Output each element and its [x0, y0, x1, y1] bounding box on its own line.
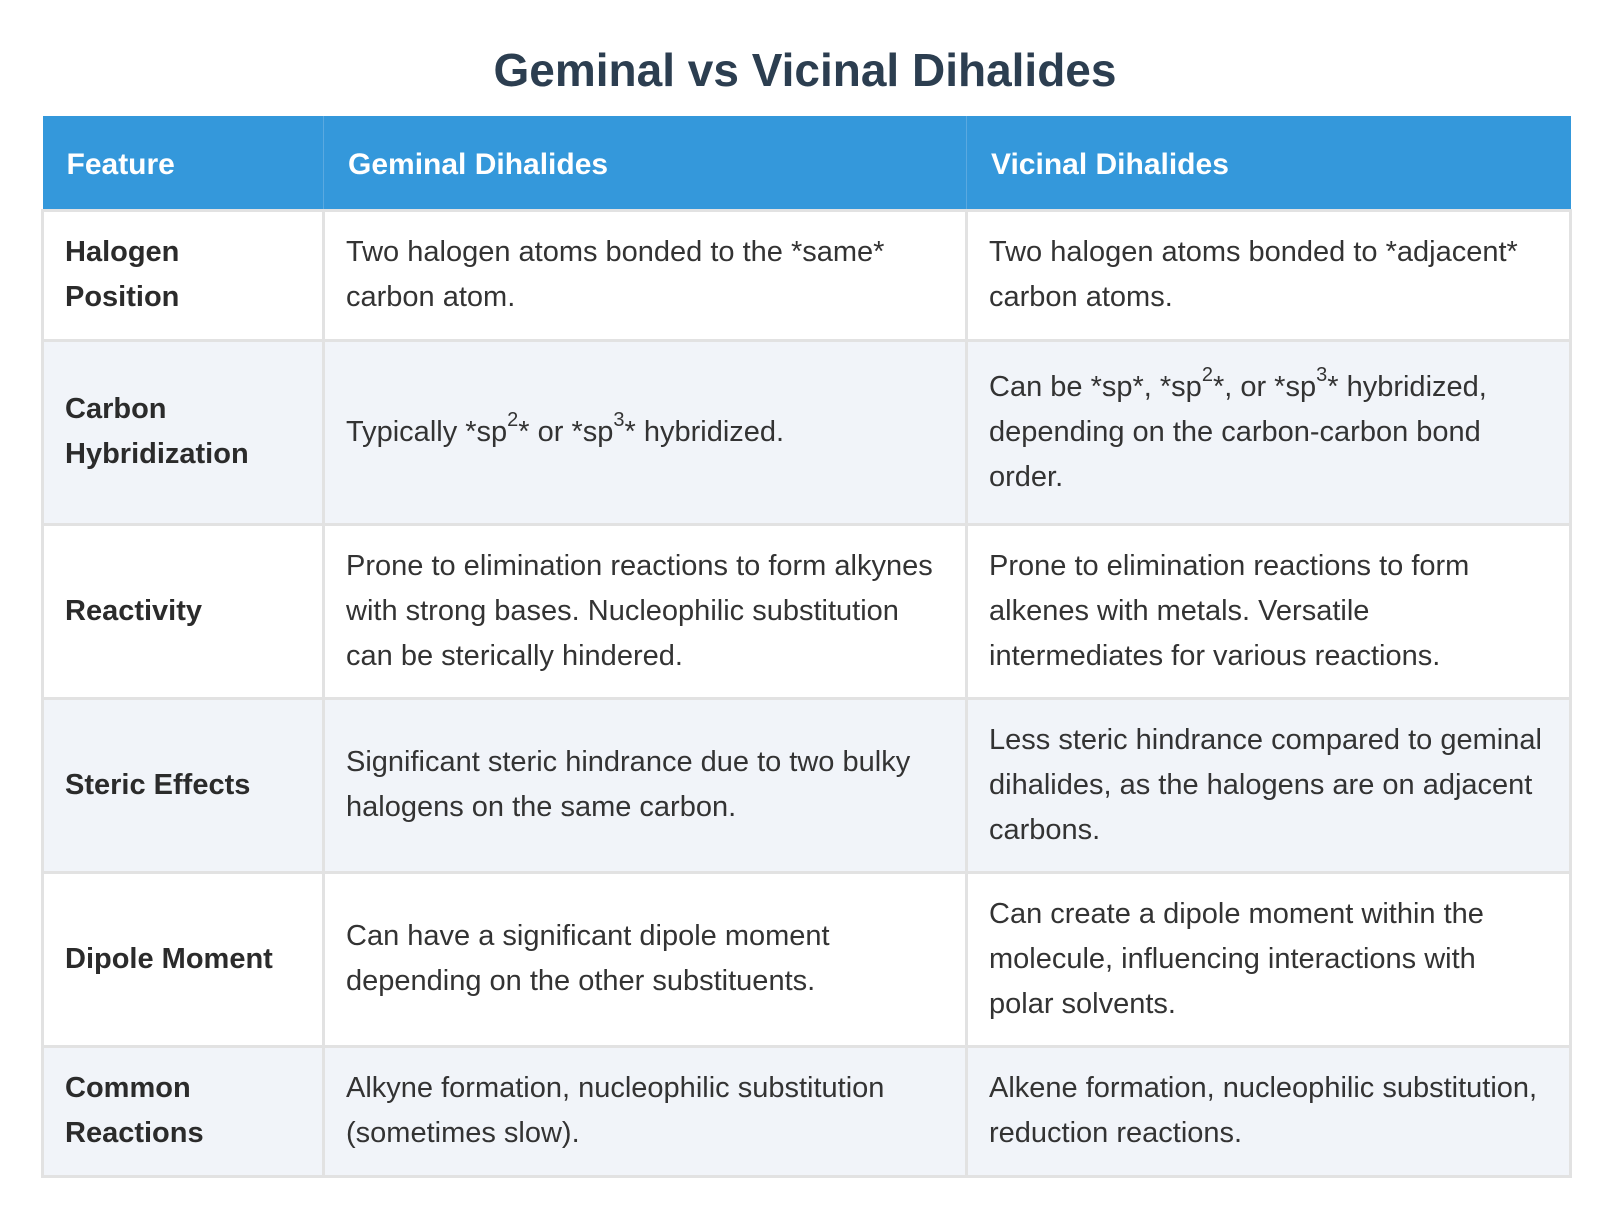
text-segment: *, or *sp [1212, 370, 1317, 403]
feature-cell: Common Reactions [41, 1044, 325, 1178]
header-feature: Feature [42, 116, 324, 210]
feature-cell: Steric Effects [41, 696, 325, 874]
text-segment: Typically *sp [346, 415, 508, 448]
vicinal-cell: Two halogen atoms bonded to *adjacent* c… [965, 208, 1572, 342]
geminal-cell: Two halogen atoms bonded to the *same* c… [322, 208, 968, 342]
table-row: Halogen Position Two halogen atoms bonde… [41, 208, 1572, 342]
geminal-cell: Significant steric hindrance due to two … [322, 696, 968, 874]
feature-cell: Dipole Moment [41, 870, 325, 1048]
superscript: 2 [1201, 363, 1213, 386]
feature-cell: Carbon Hybridization [41, 338, 325, 526]
header-row: Feature Geminal Dihalides Vicinal Dihali… [42, 116, 1571, 210]
comparison-table: Feature Geminal Dihalides Vicinal Dihali… [41, 116, 1572, 1178]
table-row: Common Reactions Alkyne formation, nucle… [41, 1044, 1572, 1178]
feature-cell: Reactivity [41, 522, 325, 700]
table-row: Carbon Hybridization Typically *sp2* or … [41, 338, 1572, 526]
table-row: Dipole Moment Can have a significant dip… [41, 870, 1572, 1048]
text-segment: * hybridized. [624, 415, 785, 448]
text-segment: * or *sp [518, 415, 614, 448]
vicinal-cell: Can create a dipole moment within the mo… [965, 870, 1572, 1048]
table-row: Steric Effects Significant steric hindra… [41, 696, 1572, 874]
geminal-cell: Prone to elimination reactions to form a… [322, 522, 968, 700]
vicinal-cell: Can be *sp*, *sp2*, or *sp3* hybridized,… [965, 338, 1572, 526]
feature-cell: Halogen Position [41, 208, 325, 342]
vicinal-cell: Alkene formation, nucleophilic substitut… [965, 1044, 1572, 1178]
page-title: Geminal vs Vicinal Dihalides [493, 44, 1117, 96]
superscript: 3 [1316, 363, 1328, 386]
vicinal-cell: Less steric hindrance compared to gemina… [965, 696, 1572, 874]
table-row: Reactivity Prone to elimination reaction… [41, 522, 1572, 700]
geminal-cell: Alkyne formation, nucleophilic substitut… [322, 1044, 968, 1178]
superscript: 3 [613, 408, 625, 431]
table-header: Feature Geminal Dihalides Vicinal Dihali… [42, 116, 1571, 210]
superscript: 2 [507, 408, 519, 431]
vicinal-cell: Prone to elimination reactions to form a… [965, 522, 1572, 700]
text-segment: Can be *sp*, *sp [989, 370, 1202, 403]
header-vicinal: Vicinal Dihalides [966, 116, 1571, 210]
geminal-cell: Typically *sp2* or *sp3* hybridized. [322, 338, 968, 526]
geminal-cell: Can have a significant dipole moment dep… [322, 870, 968, 1048]
header-geminal: Geminal Dihalides [323, 116, 967, 210]
text-segment: * hybridized, depending on the carbon-ca… [989, 370, 1487, 493]
table-body: Halogen Position Two halogen atoms bonde… [41, 208, 1572, 1178]
